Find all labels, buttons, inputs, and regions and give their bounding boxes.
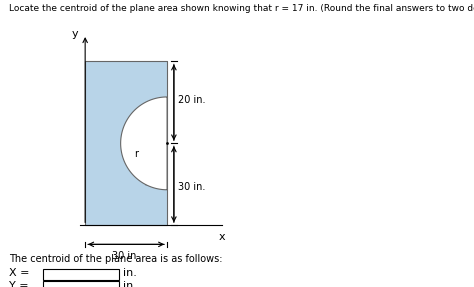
Text: 30 in.: 30 in. xyxy=(112,251,140,261)
Text: 30 in.: 30 in. xyxy=(178,182,205,192)
Text: Y =: Y = xyxy=(9,281,29,287)
Text: in.: in. xyxy=(123,268,137,278)
Text: x: x xyxy=(219,232,225,242)
Bar xyxy=(85,61,167,225)
Text: 20 in.: 20 in. xyxy=(178,95,205,105)
Polygon shape xyxy=(121,97,167,190)
Text: X =: X = xyxy=(9,268,30,278)
Text: in.: in. xyxy=(123,281,137,287)
Text: r: r xyxy=(134,149,137,159)
Text: Locate the centroid of the plane area shown knowing that r = 17 in. (Round the f: Locate the centroid of the plane area sh… xyxy=(9,4,474,13)
Text: The centroid of the plane area is as follows:: The centroid of the plane area is as fol… xyxy=(9,254,223,264)
Text: y: y xyxy=(72,29,78,39)
